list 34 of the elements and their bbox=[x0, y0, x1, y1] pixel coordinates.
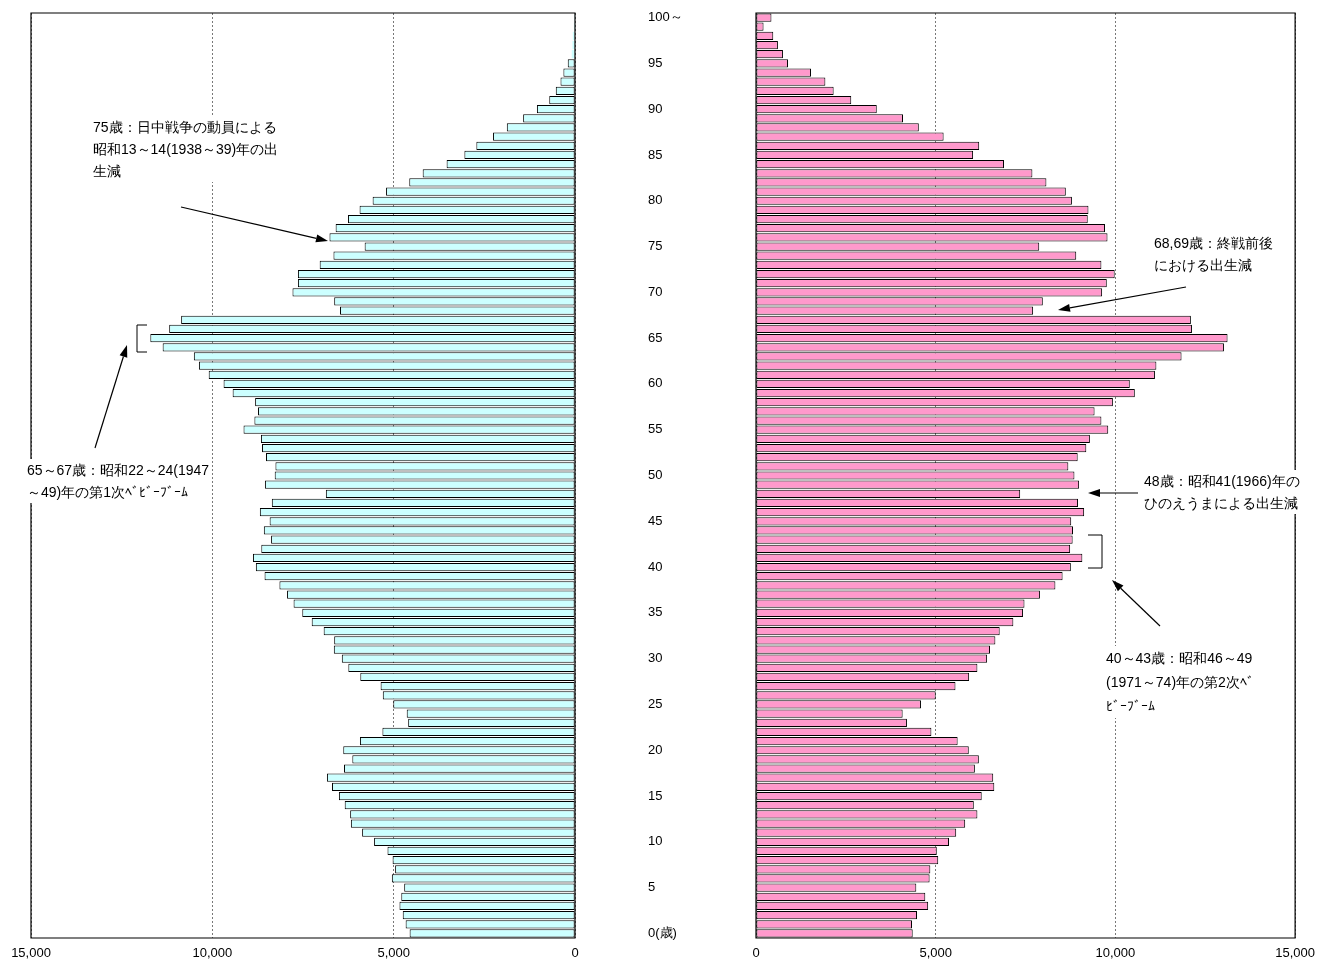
y-tick-label: 100～ bbox=[648, 9, 683, 25]
annotation: 68,69歳：終戦前後における出生減 bbox=[1154, 232, 1276, 276]
y-tick-label: 95 bbox=[648, 54, 663, 70]
x-tick-label: 10,000 bbox=[192, 945, 233, 961]
x-tick-label: 5,000 bbox=[919, 945, 952, 961]
y-tick-label: 60 bbox=[648, 375, 663, 391]
x-tick-label: 10,000 bbox=[1095, 945, 1136, 961]
y-tick-label: 50 bbox=[648, 467, 663, 483]
x-tick-label: 0 bbox=[752, 945, 760, 961]
y-tick-label: 35 bbox=[648, 604, 663, 620]
y-tick-label: 40 bbox=[648, 558, 663, 574]
y-tick-label: 55 bbox=[648, 421, 663, 437]
x-tick-label: 5,000 bbox=[377, 945, 410, 961]
y-tick-label: 10 bbox=[648, 833, 663, 849]
y-tick-label: 20 bbox=[648, 741, 663, 757]
annotation: 65～67歳：昭和22～24(1947～49)年の第1次ﾍﾞﾋﾞｰﾌﾞｰﾑ bbox=[27, 459, 211, 503]
y-tick-label: 85 bbox=[648, 146, 663, 162]
x-tick-label: 0 bbox=[571, 945, 579, 961]
y-tick-label: 5 bbox=[648, 879, 656, 895]
y-tick-label: 45 bbox=[648, 512, 663, 528]
x-tick-label: 15,000 bbox=[11, 945, 51, 961]
y-tick-label: 15 bbox=[648, 787, 663, 803]
y-tick-label: 70 bbox=[648, 283, 663, 299]
y-tick-label: 90 bbox=[648, 100, 663, 116]
y-tick-label: 65 bbox=[648, 329, 663, 345]
annotation: 48歳：昭和41(1966)年のひのえうまによる出生減 bbox=[1144, 470, 1304, 514]
y-tick-label: 25 bbox=[648, 696, 663, 712]
y-tick-label: 30 bbox=[648, 650, 663, 666]
x-tick-label: 15,000 bbox=[1275, 945, 1315, 961]
annotation: 40～43歳：昭和46～49(1971～74)年の第2次ﾍﾞﾋﾞｰﾌﾞｰﾑ bbox=[1106, 646, 1254, 718]
annotation: 75歳：日中戦争の動員による昭和13～14(1938～39)年の出生減 bbox=[93, 116, 279, 182]
y-tick-label: 80 bbox=[648, 192, 663, 208]
y-tick-label: 0(歳) bbox=[648, 925, 677, 940]
y-tick-label: 75 bbox=[648, 238, 663, 254]
